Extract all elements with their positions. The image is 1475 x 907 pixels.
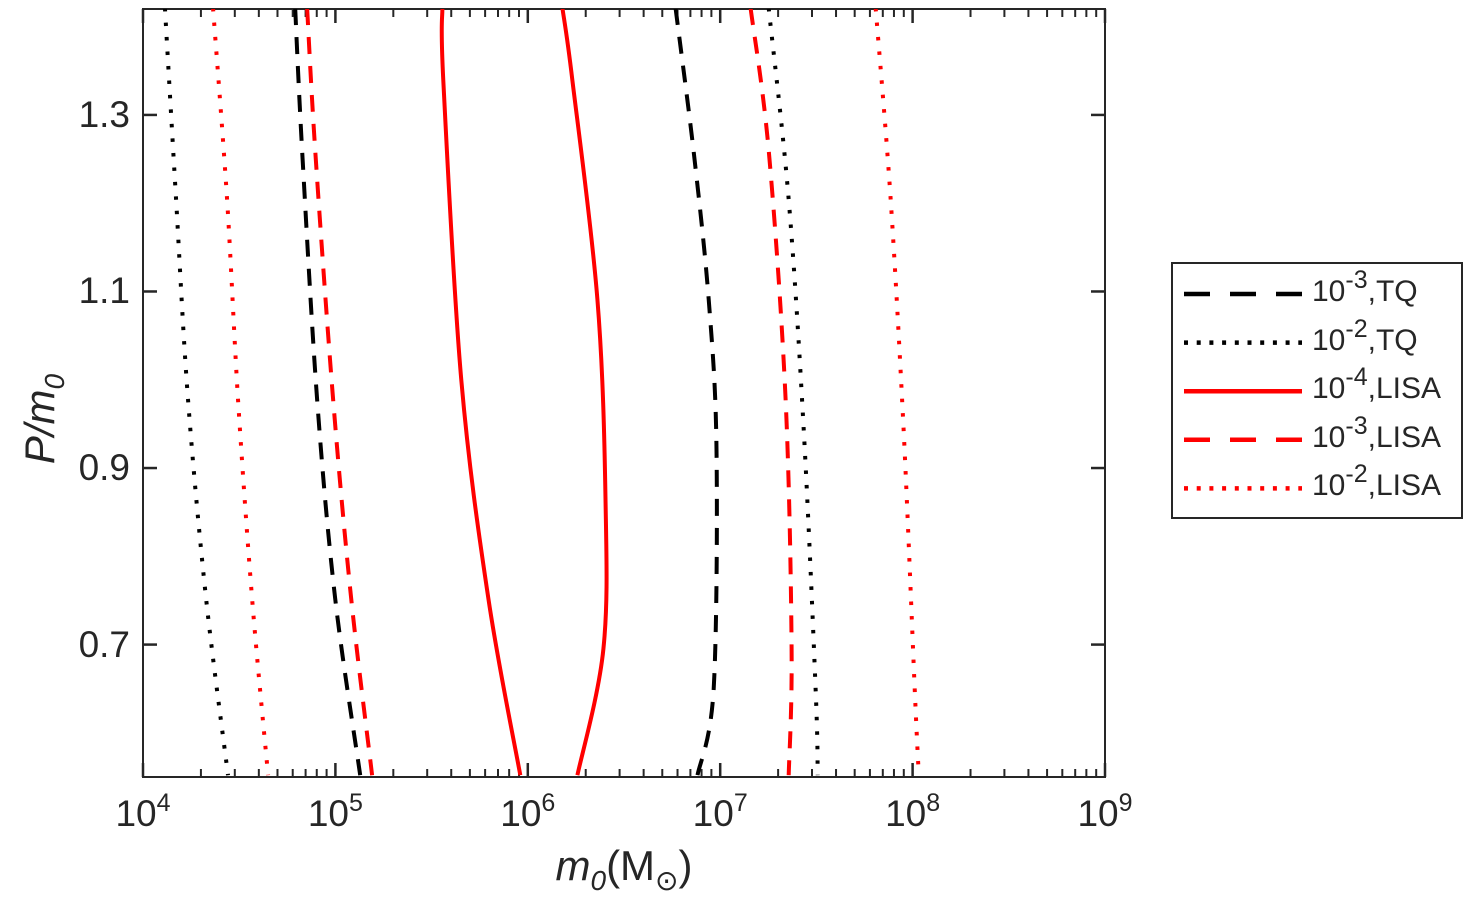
x-axis-unit-prefix: (M — [606, 842, 656, 889]
sun-symbol-icon: ⊙ — [655, 865, 679, 896]
axis-ticks — [141, 9, 1107, 777]
series-curves — [162, 9, 921, 776]
legend — [1171, 262, 1463, 519]
curve-1e-3,LISA-right — [748, 9, 794, 776]
plot-box — [142, 8, 1106, 778]
legend-label-1e-3,LISA: 10-3,LISA — [1312, 411, 1441, 454]
curve-1e-3,LISA-left — [305, 9, 375, 776]
x-tick-label-1e7: 107 — [692, 788, 748, 834]
y-axis-label: P/m0 — [16, 327, 70, 511]
y-tick-label-0.9: 0.9 — [78, 447, 130, 489]
legend-label-1e-2,LISA: 10-2,LISA — [1312, 460, 1441, 503]
x-axis-unit-suffix: ) — [678, 842, 693, 889]
legend-label-1e-2,TQ: 10-2,TQ — [1312, 314, 1418, 357]
x-axis-var-sub: 0 — [590, 865, 607, 896]
y-axis-var-sub: 0 — [39, 373, 70, 390]
curve-1e-2,TQ-left — [162, 9, 230, 776]
curve-1e-4,LISA-right — [560, 9, 609, 776]
curve-1e-3,TQ-left — [293, 9, 363, 776]
legend-label-1e-3,TQ: 10-3,TQ — [1312, 266, 1418, 309]
x-tick-label-1e4: 104 — [115, 788, 171, 834]
y-axis-var: P/m — [16, 389, 63, 465]
y-tick-label-1.3: 1.3 — [78, 93, 130, 135]
legend-label-1e-4,LISA: 10-4,LISA — [1312, 363, 1441, 406]
x-tick-label-1e9: 109 — [1077, 788, 1133, 834]
x-axis-var: m — [555, 842, 591, 889]
curve-1e-2,LISA-left — [211, 9, 271, 776]
curve-1e-2,LISA-right — [873, 9, 921, 776]
x-axis-label: m0(M⊙) — [454, 842, 794, 895]
curve-1e-4,LISA-left — [439, 9, 523, 776]
y-tick-label-0.7: 0.7 — [78, 623, 130, 665]
x-tick-label-1e8: 108 — [885, 788, 941, 834]
x-tick-label-1e6: 106 — [500, 788, 556, 834]
y-tick-label-1.1: 1.1 — [78, 270, 130, 312]
x-tick-label-1e5: 105 — [307, 788, 363, 834]
curve-1e-3,TQ-right — [673, 9, 719, 776]
